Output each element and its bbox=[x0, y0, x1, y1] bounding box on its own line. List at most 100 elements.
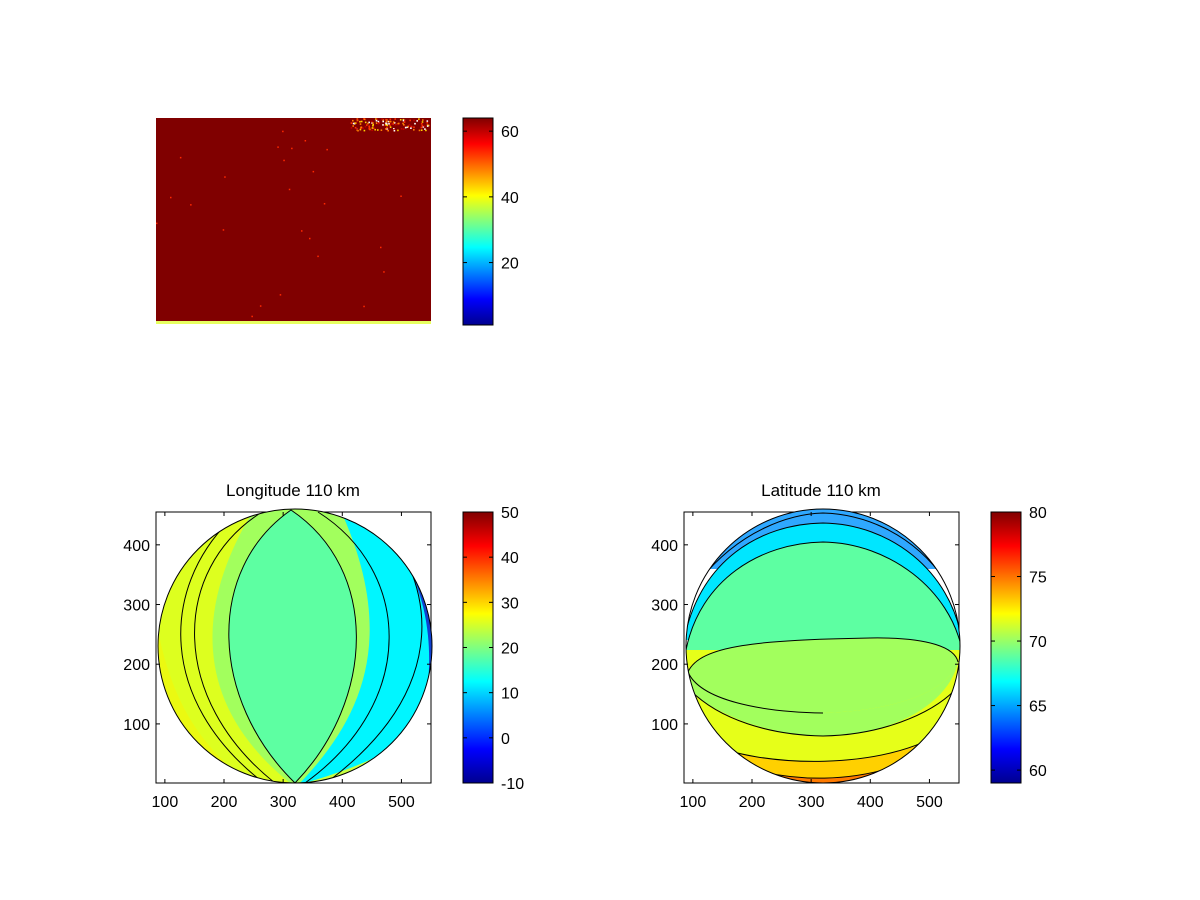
speckle bbox=[375, 119, 378, 122]
speckle bbox=[372, 122, 374, 124]
speckle bbox=[386, 124, 389, 127]
y-tick-label: 100 bbox=[651, 717, 678, 734]
speckle bbox=[352, 119, 354, 122]
x-tick-label: 400 bbox=[857, 794, 884, 811]
speckle bbox=[394, 118, 396, 120]
speckle bbox=[367, 122, 369, 125]
speckle bbox=[374, 128, 376, 131]
speckle bbox=[377, 120, 380, 123]
speckle bbox=[377, 123, 380, 125]
speckle bbox=[394, 123, 397, 126]
colorbar-tick-label: 40 bbox=[501, 550, 519, 567]
top-image-speckles bbox=[156, 118, 430, 318]
speckle bbox=[371, 129, 373, 132]
speckle bbox=[170, 196, 172, 199]
speckle bbox=[420, 126, 423, 129]
speckle bbox=[363, 129, 366, 132]
speckle bbox=[222, 229, 225, 231]
colorbar-tick-label: 0 bbox=[501, 731, 510, 748]
speckle bbox=[362, 127, 364, 129]
speckle bbox=[400, 128, 403, 130]
speckle bbox=[408, 123, 411, 126]
speckle bbox=[418, 129, 421, 132]
speckle bbox=[427, 124, 430, 127]
speckle bbox=[400, 195, 402, 197]
speckle bbox=[423, 125, 426, 127]
latitude-colorbar-gradient bbox=[990, 511, 1022, 784]
colorbar-tick-label: -10 bbox=[501, 776, 524, 793]
speckle bbox=[414, 122, 416, 125]
speckle bbox=[387, 129, 389, 132]
longitude-region-east-cyan bbox=[300, 509, 432, 783]
speckle bbox=[309, 237, 311, 240]
speckle bbox=[251, 315, 253, 318]
y-tick-label: 300 bbox=[123, 598, 150, 615]
speckle bbox=[376, 118, 378, 120]
speckle bbox=[389, 124, 391, 127]
speckle bbox=[389, 126, 392, 128]
y-tick-label: 300 bbox=[651, 598, 678, 615]
longitude-title: Longitude 110 km bbox=[226, 481, 360, 500]
speckle bbox=[368, 125, 370, 128]
speckle bbox=[393, 128, 395, 130]
speckle bbox=[357, 129, 359, 132]
speckle bbox=[413, 119, 415, 122]
speckle bbox=[418, 118, 420, 120]
speckle bbox=[413, 126, 415, 129]
speckle bbox=[392, 123, 394, 125]
speckle bbox=[224, 176, 226, 178]
speckle bbox=[179, 156, 182, 159]
latitude-colorbar: 60 65 70 75 80 bbox=[990, 505, 1047, 784]
speckle bbox=[372, 127, 375, 129]
speckle bbox=[389, 120, 392, 123]
speckle bbox=[392, 121, 395, 123]
top-image-bottom-edge bbox=[156, 321, 431, 324]
speckle bbox=[393, 122, 396, 124]
speckle bbox=[291, 147, 293, 150]
speckle bbox=[403, 124, 405, 126]
colorbar-tick-label: 60 bbox=[501, 124, 519, 141]
speckle bbox=[277, 146, 279, 148]
x-tick-label: 100 bbox=[680, 794, 707, 811]
latitude-region-green-cap bbox=[686, 542, 960, 650]
longitude-x-ticks: 100 200 300 400 500 bbox=[152, 512, 415, 811]
colorbar-tick-label: 65 bbox=[1029, 699, 1047, 716]
speckle bbox=[366, 124, 368, 126]
speckle bbox=[380, 129, 383, 131]
colorbar-tick-label: 10 bbox=[501, 686, 519, 703]
longitude-region-west-yellow bbox=[158, 509, 290, 783]
speckle bbox=[422, 119, 424, 121]
speckle bbox=[372, 125, 374, 127]
x-tick-label: 100 bbox=[152, 794, 179, 811]
speckle bbox=[417, 119, 420, 122]
colorbar-tick-label: 60 bbox=[1029, 763, 1047, 780]
speckle bbox=[259, 305, 262, 307]
longitude-y-ticks: 100 200 300 400 bbox=[123, 538, 431, 734]
speckle bbox=[317, 255, 319, 258]
latitude-contour-lines bbox=[686, 512, 960, 783]
speckle bbox=[397, 122, 400, 125]
speckle bbox=[393, 129, 396, 132]
speckle bbox=[288, 188, 291, 191]
speckle bbox=[410, 127, 412, 129]
speckle bbox=[363, 305, 365, 308]
speckle bbox=[382, 124, 384, 126]
speckle bbox=[404, 120, 406, 122]
speckle bbox=[383, 271, 385, 273]
speckle bbox=[360, 120, 363, 123]
top-colorbar-ticks: 20 40 60 bbox=[463, 124, 519, 273]
longitude-panel: Longitude 110 km 100 200 300 400 500 100 200 3… bbox=[123, 481, 433, 811]
speckle bbox=[312, 170, 315, 173]
speckle bbox=[426, 124, 429, 126]
colorbar-tick-label: 40 bbox=[501, 190, 519, 207]
speckle bbox=[350, 127, 353, 129]
longitude-contour-lines bbox=[180, 509, 423, 783]
speckle bbox=[388, 123, 390, 125]
speckle bbox=[421, 124, 424, 127]
speckle bbox=[376, 122, 379, 124]
speckle bbox=[371, 127, 374, 129]
speckle bbox=[413, 129, 415, 131]
speckle bbox=[393, 128, 395, 131]
speckle bbox=[383, 124, 386, 127]
speckle bbox=[387, 120, 390, 123]
